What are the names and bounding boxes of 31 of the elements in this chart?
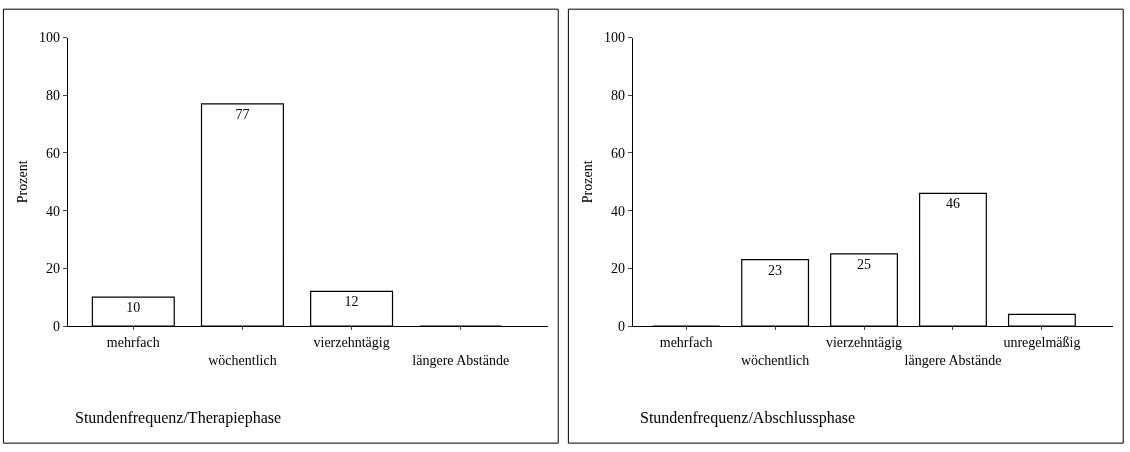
data-label: 12 (344, 294, 359, 310)
x-tick-label: wöchentlich (740, 353, 810, 369)
y-tick-label: 60 (611, 145, 625, 161)
x-tick-label: mehrfach (659, 334, 713, 350)
y-tick-label: 80 (611, 88, 625, 104)
x-tick-label: vierzehntägig (825, 334, 903, 350)
y-tick-label: 40 (46, 203, 60, 219)
data-label: 23 (768, 262, 783, 278)
y-tick-label: 80 (46, 88, 60, 104)
y-tick-label: 100 (39, 30, 60, 46)
data-label: 77 (235, 106, 250, 122)
x-tick-label: unregelmäßig (1003, 334, 1081, 350)
y-tick-label: 100 (604, 30, 625, 46)
text: Stundenfrequenz/Abschlussphase (640, 409, 856, 427)
y-tick-label: 20 (611, 261, 625, 277)
y-axis-title: Prozent (14, 160, 30, 204)
text: Stundenfrequenz/Therapiephase (75, 409, 282, 427)
x-tick-label: vierzehntägig (313, 334, 390, 350)
x-tick-label: mehrfach (106, 334, 160, 350)
y-tick-label: 40 (611, 203, 625, 219)
y-tick-label: 0 (53, 318, 60, 334)
data-label: 25 (857, 256, 872, 272)
data-label: 46 (945, 196, 960, 212)
x-tick-label: längere Abstände (412, 353, 510, 369)
data-label: 10 (126, 300, 141, 316)
y-axis-title: Prozent (579, 160, 595, 204)
x-tick-label: längere Abstände (904, 353, 1002, 369)
y-tick-label: 60 (46, 145, 60, 161)
x-tick-label: wöchentlich (208, 353, 277, 369)
y-tick-label: 0 (618, 318, 625, 334)
y-tick-label: 20 (46, 261, 60, 277)
